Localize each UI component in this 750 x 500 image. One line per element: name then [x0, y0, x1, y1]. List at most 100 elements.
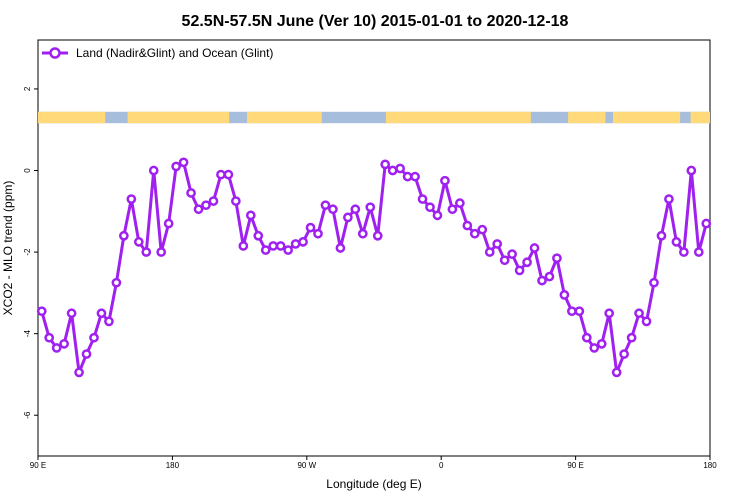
data-point: [507, 249, 517, 259]
y-tick-label: -6: [23, 411, 32, 419]
x-tick-label: 90 E: [567, 461, 583, 470]
data-point: [529, 243, 540, 253]
strip-land-segment: [247, 111, 322, 124]
data-point: [604, 308, 615, 319]
y-tick-label: 2: [23, 86, 32, 91]
data-point: [514, 265, 525, 276]
data-point: [537, 275, 547, 286]
data-point: [268, 241, 279, 251]
data-point: [611, 367, 622, 378]
strip-ocean: [38, 111, 710, 124]
data-point: [395, 163, 405, 174]
data-point: [343, 212, 353, 223]
data-point: [679, 247, 689, 257]
data-point: [290, 239, 301, 249]
data-point: [522, 257, 532, 268]
data-point: [499, 255, 510, 266]
x-tick-label: 0: [439, 461, 444, 470]
data-point: [238, 241, 249, 251]
data-point: [649, 277, 659, 288]
data-point: [216, 169, 226, 180]
x-tick-label: 180: [166, 461, 180, 470]
data-point: [119, 230, 129, 241]
chart-title: 52.5N-57.5N June (Ver 10) 2015-01-01 to …: [182, 13, 569, 30]
data-point: [96, 308, 107, 319]
data-point: [245, 210, 256, 221]
data-point: [552, 253, 562, 264]
x-axis: 90 E 180 90 W 0 90 E 180: [30, 456, 717, 470]
data-point: [193, 204, 204, 215]
data-point: [156, 247, 167, 257]
strip-land-segment: [127, 111, 230, 124]
data-point: [111, 277, 122, 288]
data-point: [51, 343, 62, 353]
data-point: [477, 224, 488, 235]
x-axis-label: Longitude (deg E): [326, 477, 421, 491]
data-point: [186, 188, 196, 198]
data-point: [656, 230, 667, 241]
data-point: [387, 165, 398, 176]
data-point: [671, 237, 682, 247]
data-point: [693, 247, 704, 257]
data-point: [447, 204, 458, 215]
land-ocean-strip: [38, 111, 710, 124]
data-point: [484, 247, 495, 257]
legend-marker-swatch: [49, 47, 61, 59]
data-point: [126, 194, 137, 204]
data-point: [298, 237, 308, 247]
data-point: [402, 171, 413, 182]
strip-land-segment: [568, 111, 606, 124]
data-point: [171, 161, 181, 172]
data-point: [417, 194, 428, 204]
data-point: [462, 220, 473, 231]
data-point: [357, 228, 368, 239]
data-point: [36, 306, 47, 317]
data-point: [231, 196, 241, 206]
x-tick-label: 180: [703, 461, 717, 470]
data-point: [260, 245, 271, 255]
data-point: [492, 239, 503, 249]
data-point: [425, 202, 435, 213]
plot-frame: [37, 39, 711, 457]
x-tick-label: 90 E: [30, 461, 46, 470]
data-point: [380, 159, 391, 170]
series-line: [40, 160, 708, 374]
data-point: [544, 271, 555, 282]
data-point: [44, 332, 55, 343]
data-point: [701, 218, 712, 229]
data-point: [89, 332, 99, 343]
data-point: [104, 316, 114, 327]
data-point: [596, 338, 607, 349]
data-point: [133, 237, 144, 247]
data-point: [253, 230, 264, 241]
y-axis-label: XCO2 - MLO trend (ppm): [1, 181, 15, 316]
data-point: [283, 245, 293, 255]
data-point: [559, 290, 570, 300]
data-point: [66, 308, 77, 319]
data-point: [313, 228, 323, 239]
data-point: [275, 241, 286, 251]
data-point: [148, 165, 159, 176]
data-point: [626, 332, 637, 343]
legend-label: Land (Nadir&Glint) and Ocean (Glint): [76, 46, 273, 60]
data-point: [410, 171, 420, 182]
data-point: [335, 243, 346, 253]
data-point: [372, 230, 383, 241]
data-point: [664, 194, 674, 204]
data-point: [74, 367, 84, 378]
y-axis: 2 0 -2 -4 -6: [23, 86, 38, 419]
y-tick-label: -4: [23, 330, 32, 338]
data-point: [619, 349, 629, 359]
data-point: [320, 200, 331, 211]
data-point: [59, 338, 69, 349]
data-point: [201, 200, 211, 211]
strip-land-segment: [612, 111, 681, 124]
y-tick-label: -2: [23, 248, 32, 256]
data-point: [432, 210, 443, 221]
data-point: [469, 228, 480, 239]
data-point: [641, 316, 652, 327]
data-point: [567, 306, 577, 317]
data-point: [350, 204, 361, 215]
data-point: [581, 332, 592, 343]
